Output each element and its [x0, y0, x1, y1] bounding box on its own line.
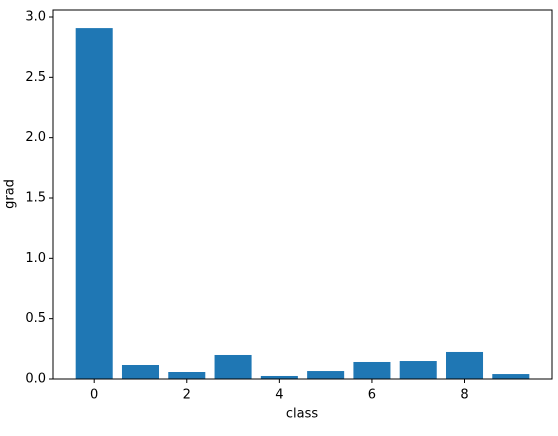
y-tick-label: 0.5 [25, 311, 46, 326]
x-tick-label: 0 [90, 388, 98, 403]
y-tick-label: 2.0 [25, 130, 46, 145]
y-tick-label: 1.5 [25, 190, 46, 205]
bar [492, 374, 530, 379]
bar [168, 372, 206, 379]
y-axis-label: grad [3, 179, 18, 209]
bar [399, 361, 437, 379]
y-tick-label: 1.0 [25, 251, 46, 266]
y-tick-label: 0.0 [25, 372, 46, 387]
bar [307, 371, 345, 379]
y-tick-label: 2.5 [25, 70, 46, 85]
x-tick-label: 8 [460, 388, 468, 403]
y-tick-label: 3.0 [25, 9, 46, 24]
x-tick-label: 2 [183, 388, 191, 403]
bar [214, 354, 252, 379]
bar [445, 351, 484, 379]
x-axis-label: class [286, 407, 318, 422]
plot-frame [52, 9, 553, 380]
bar [353, 361, 391, 379]
bar [121, 365, 160, 379]
x-tick-label: 4 [275, 388, 283, 403]
bar [75, 28, 113, 379]
bar [260, 375, 298, 379]
x-tick-label: 6 [368, 388, 376, 403]
